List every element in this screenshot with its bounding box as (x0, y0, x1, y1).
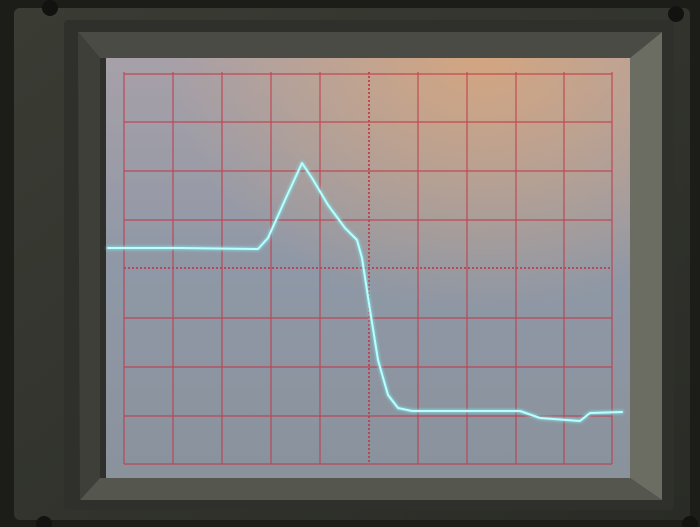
oscilloscope-photo (0, 0, 700, 527)
frame-bottom (80, 478, 662, 500)
frame-right (630, 32, 662, 500)
screw (42, 0, 58, 16)
frame-top (78, 32, 662, 58)
frame-left (78, 32, 100, 500)
screw (668, 6, 684, 22)
